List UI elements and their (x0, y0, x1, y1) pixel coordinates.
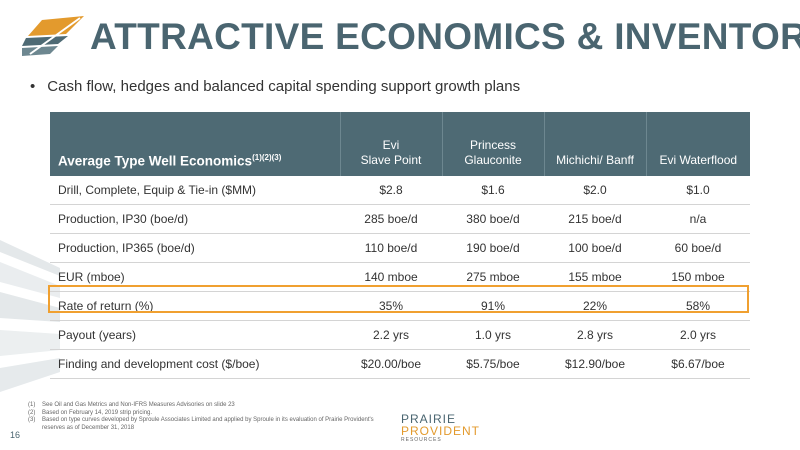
table-cell: 60 boe/d (646, 233, 750, 263)
table-cell: 58% (646, 291, 750, 321)
row-label: Payout (years) (50, 320, 340, 350)
table-cell: $12.90/boe (544, 349, 646, 379)
row-label: EUR (mboe) (50, 262, 340, 292)
page-number: 16 (10, 430, 21, 440)
footnote: (2) Based on February 14, 2019 strip pric… (28, 409, 153, 416)
economics-table: Average Type Well Economics(1)(2)(3) Evi… (50, 112, 750, 379)
table-cell: 140 mboe (340, 262, 442, 292)
table-row: Finding and development cost ($/boe) $20… (50, 349, 750, 379)
footnote: (3) Based on type curves developed by Spr… (28, 417, 374, 431)
page-title: ATTRACTIVE ECONOMICS & INVENTORY (90, 16, 800, 57)
table-cell: $1.6 (442, 176, 544, 205)
table-cell: 190 boe/d (442, 233, 544, 263)
table-cell: $1.0 (646, 176, 750, 205)
row-label: Production, IP30 (boe/d) (50, 204, 340, 234)
table-cell: $20.00/boe (340, 349, 442, 379)
column-header-evi-slave-point: Evi Slave Point (339, 112, 442, 176)
table-cell: 100 boe/d (544, 233, 646, 263)
table-cell: $2.8 (340, 176, 442, 205)
table-cell: 155 mboe (544, 262, 646, 292)
table-cell: 150 mboe (646, 262, 750, 292)
footnote: (1) See Oil and Gas Metrics and Non-IFRS … (28, 402, 235, 408)
row-label: Rate of return (%) (50, 291, 340, 321)
row-label: Production, IP365 (boe/d) (50, 233, 340, 263)
table-row: Production, IP365 (boe/d) 110 boe/d 190 … (50, 233, 750, 263)
row-label: Finding and development cost ($/boe) (50, 349, 340, 379)
table-cell: 2.0 yrs (646, 320, 750, 350)
logo-line-1: PRAIRIE (401, 412, 457, 426)
table-cell: 275 mboe (442, 262, 544, 292)
decorative-stripes (0, 240, 60, 392)
footnotes: (1) See Oil and Gas Metrics and Non-IFRS … (28, 402, 398, 432)
table-header-row: Average Type Well Economics(1)(2)(3) Evi… (50, 112, 750, 176)
table-cell: 35% (340, 291, 442, 321)
table-cell: 91% (442, 291, 544, 321)
bullet-icon: • (30, 78, 36, 95)
column-header-evi-waterflood: Evi Waterflood (645, 112, 750, 176)
table-cell: 2.2 yrs (340, 320, 442, 350)
bullet-point: • Cash flow, hedges and balanced capital … (30, 78, 520, 95)
table-cell: 285 boe/d (340, 204, 442, 234)
table-row: Production, IP30 (boe/d) 285 boe/d 380 b… (50, 204, 750, 234)
table-row: EUR (mboe) 140 mboe 275 mboe 155 mboe 15… (50, 262, 750, 292)
table-cell: 380 boe/d (442, 204, 544, 234)
company-logo-icon (22, 16, 84, 56)
company-logo: PRAIRIE PROVIDENT RESOURCES (401, 413, 480, 443)
column-header-michichi-banff: Michichi/ Banff (543, 112, 646, 176)
bullet-text: Cash flow, hedges and balanced capital s… (47, 78, 521, 95)
logo-line-2: PROVIDENT (401, 424, 481, 438)
table-row: Drill, Complete, Equip & Tie-in ($MM) $2… (50, 176, 750, 205)
table-cell: $2.0 (544, 176, 646, 205)
row-label: Drill, Complete, Equip & Tie-in ($MM) (50, 176, 340, 205)
table-cell: $6.67/boe (646, 349, 750, 379)
table-cell: 2.8 yrs (544, 320, 646, 350)
table-cell: n/a (646, 204, 750, 234)
table-row: Payout (years) 2.2 yrs 1.0 yrs 2.8 yrs 2… (50, 320, 750, 350)
table-cell: 215 boe/d (544, 204, 646, 234)
table-header-label: Average Type Well Economics(1)(2)(3) (50, 112, 340, 176)
column-header-princess-glauconite: Princess Glauconite (441, 112, 544, 176)
logo-line-3: RESOURCES (401, 437, 442, 443)
table-cell: $5.75/boe (442, 349, 544, 379)
table-cell: 1.0 yrs (442, 320, 544, 350)
table-row-highlighted: Rate of return (%) 35% 91% 22% 58% (50, 291, 750, 321)
table-cell: 22% (544, 291, 646, 321)
table-cell: 110 boe/d (340, 233, 442, 263)
